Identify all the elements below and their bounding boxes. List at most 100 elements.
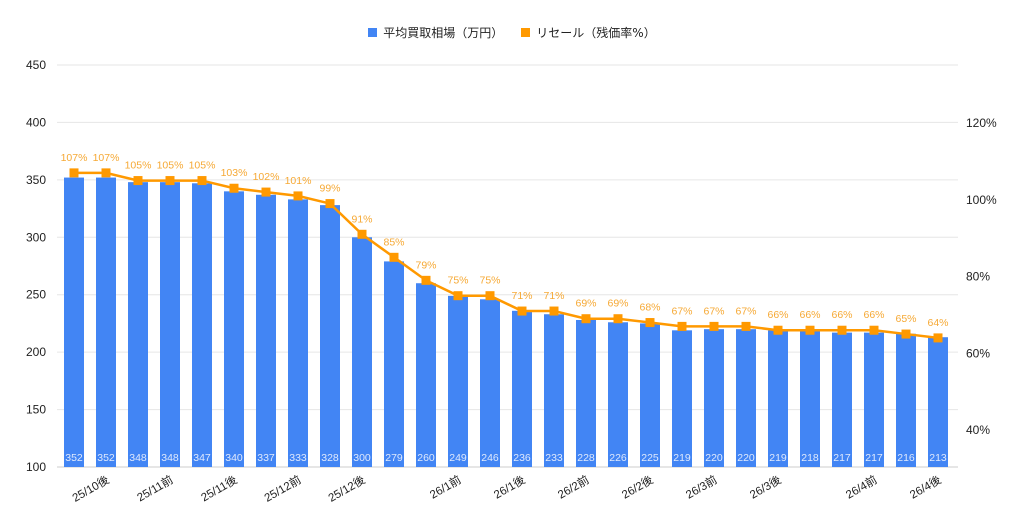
- left-axis-tick-label: 200: [26, 345, 46, 359]
- x-axis-tick-label: 25/11前: [134, 472, 175, 504]
- bar[interactable]: [800, 331, 820, 467]
- line-marker[interactable]: [389, 252, 399, 262]
- bar-value-label: 236: [513, 452, 531, 464]
- x-axis-tick-label: 25/12前: [262, 472, 304, 504]
- bar-value-label: 219: [769, 452, 787, 464]
- bar[interactable]: [352, 237, 372, 467]
- line-marker[interactable]: [229, 183, 239, 193]
- x-axis-tick-label: 25/12後: [326, 472, 368, 505]
- bar[interactable]: [128, 182, 148, 467]
- line-marker[interactable]: [293, 191, 303, 201]
- bar-value-label: 340: [225, 452, 243, 464]
- bar[interactable]: [512, 310, 532, 467]
- bar[interactable]: [544, 314, 564, 467]
- line-marker[interactable]: [869, 325, 879, 335]
- line-marker[interactable]: [261, 187, 271, 197]
- bar[interactable]: [416, 283, 436, 467]
- x-axis-tick-label: 26/3後: [747, 472, 784, 501]
- bar[interactable]: [832, 332, 852, 467]
- left-axis-tick-label: 300: [26, 230, 46, 244]
- resale-line: [74, 171, 939, 340]
- line-marker[interactable]: [197, 176, 207, 186]
- bar[interactable]: [704, 329, 724, 467]
- bar[interactable]: [864, 332, 884, 467]
- bar-value-label: 218: [801, 452, 819, 464]
- line-marker[interactable]: [613, 314, 623, 324]
- legend-label: リセール（残価率%）: [536, 26, 656, 40]
- line-marker[interactable]: [357, 229, 367, 239]
- bar[interactable]: [96, 177, 116, 467]
- line-marker[interactable]: [549, 306, 559, 316]
- line-marker[interactable]: [517, 306, 527, 316]
- line-marker[interactable]: [773, 325, 783, 335]
- bar-value-label: 352: [97, 452, 115, 464]
- line-marker[interactable]: [69, 168, 79, 178]
- bar[interactable]: [384, 261, 404, 467]
- line-marker[interactable]: [645, 318, 655, 328]
- bar[interactable]: [160, 182, 180, 467]
- line-value-label: 85%: [383, 236, 404, 248]
- bar[interactable]: [64, 177, 84, 467]
- legend-item-resale[interactable]: リセール（残価率%）: [521, 24, 656, 41]
- line-marker[interactable]: [421, 275, 431, 285]
- legend-swatch-blue-icon: [368, 28, 378, 37]
- legend-item-avg-price[interactable]: 平均買取相場（万円）: [368, 24, 503, 41]
- bar[interactable]: [672, 330, 692, 467]
- line-value-label: 71%: [543, 290, 564, 302]
- line-marker[interactable]: [453, 291, 463, 301]
- line-marker[interactable]: [581, 314, 591, 324]
- line-marker[interactable]: [165, 176, 175, 186]
- line-marker[interactable]: [933, 333, 943, 343]
- line-value-label: 105%: [125, 160, 152, 172]
- bar-value-label: 225: [641, 452, 659, 464]
- bar-value-label: 279: [385, 452, 403, 464]
- line-marker[interactable]: [325, 199, 335, 209]
- bar[interactable]: [480, 299, 500, 467]
- x-axis-tick-label: 26/1後: [491, 472, 528, 501]
- bar[interactable]: [224, 191, 244, 468]
- bar-value-label: 352: [65, 452, 83, 464]
- bar[interactable]: [608, 322, 628, 467]
- line-value-label: 69%: [575, 298, 596, 310]
- line-marker[interactable]: [485, 291, 495, 301]
- bar-value-label: 300: [353, 452, 371, 464]
- line-marker[interactable]: [709, 321, 719, 331]
- left-axis-tick-label: 350: [26, 173, 46, 187]
- left-axis-tick-label: 100: [26, 460, 46, 474]
- bar[interactable]: [448, 295, 468, 467]
- line-value-label: 67%: [671, 305, 692, 317]
- right-axis-tick-label: 60%: [966, 346, 990, 360]
- line-value-label: 102%: [253, 171, 280, 183]
- bar-value-label: 220: [705, 452, 723, 464]
- bar[interactable]: [576, 319, 596, 467]
- line-marker[interactable]: [837, 325, 847, 335]
- line-marker[interactable]: [741, 321, 751, 331]
- line-marker[interactable]: [133, 176, 143, 186]
- bar[interactable]: [288, 199, 308, 467]
- bar[interactable]: [736, 329, 756, 467]
- x-axis-tick-label: 26/3前: [683, 472, 719, 501]
- bar[interactable]: [928, 337, 948, 467]
- bar-value-label: 348: [161, 452, 179, 464]
- bar[interactable]: [192, 183, 212, 467]
- left-axis-tick-label: 400: [26, 115, 46, 129]
- bar[interactable]: [768, 330, 788, 467]
- line-marker[interactable]: [805, 325, 815, 335]
- line-marker[interactable]: [101, 168, 111, 178]
- x-axis-tick-label: 26/4後: [907, 472, 944, 501]
- x-axis: 25/10後 25/11前 25/11後 25/12前 25/12後 26/1前 26/1後…: [70, 472, 944, 505]
- line-value-label: 64%: [927, 317, 948, 329]
- bar[interactable]: [896, 333, 916, 467]
- right-axis-tick-label: 120%: [966, 116, 997, 130]
- bar-value-label: 213: [929, 452, 947, 464]
- line-value-label: 66%: [799, 309, 820, 321]
- bar[interactable]: [256, 194, 276, 467]
- bar-value-label: 260: [417, 452, 435, 464]
- line-marker[interactable]: [901, 329, 911, 339]
- bar[interactable]: [320, 205, 340, 467]
- line-value-label: 105%: [157, 160, 184, 172]
- x-axis-tick-label: 25/10後: [70, 472, 112, 505]
- line-marker[interactable]: [677, 321, 687, 331]
- bar[interactable]: [640, 323, 660, 467]
